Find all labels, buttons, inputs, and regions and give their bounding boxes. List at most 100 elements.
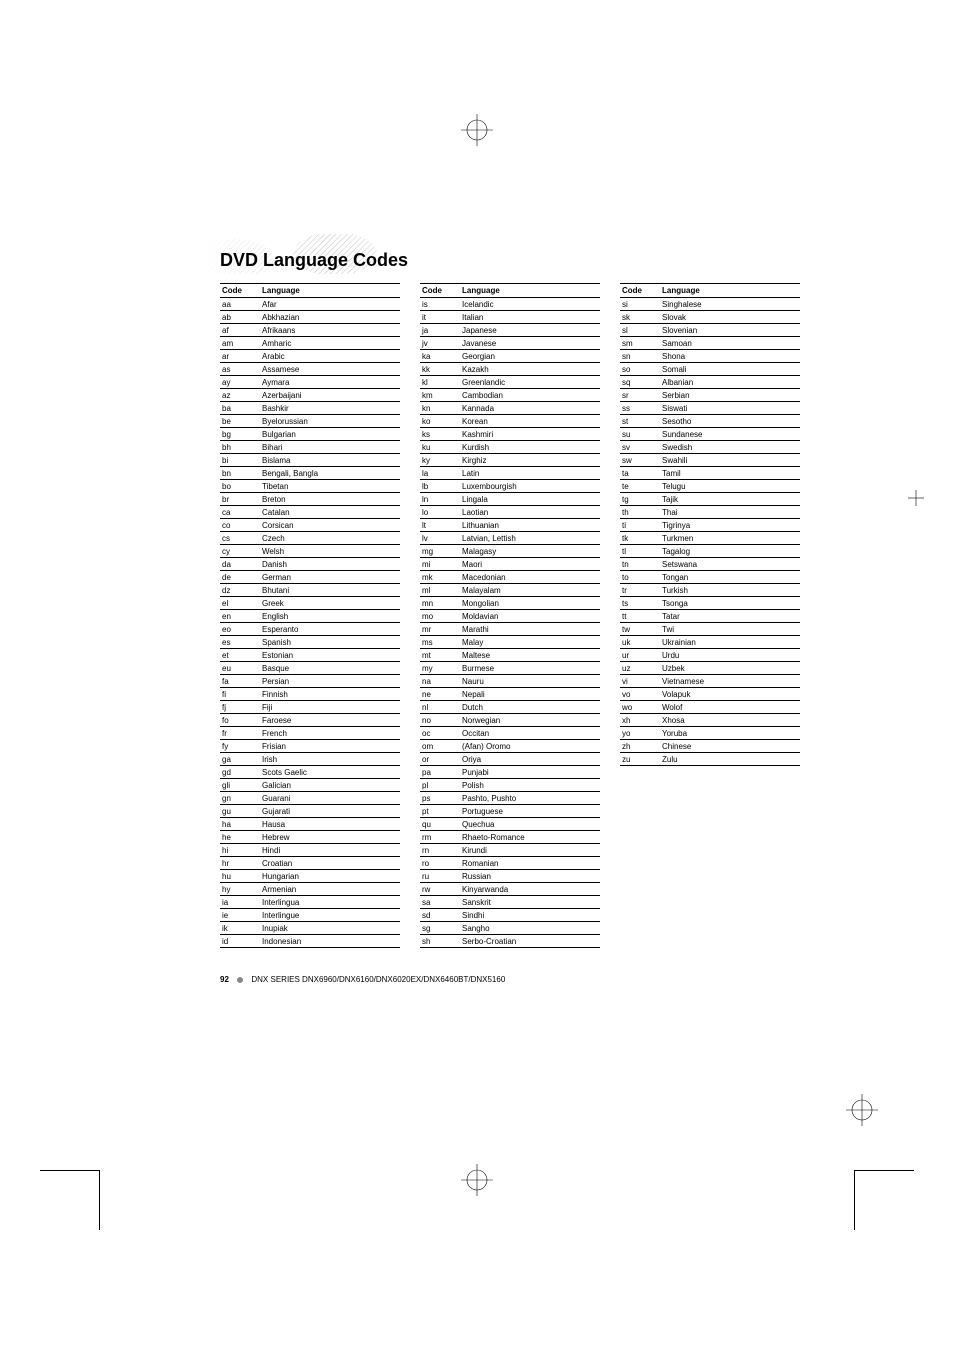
language-code: uk: [620, 636, 660, 649]
language-code: id: [220, 935, 260, 948]
language-name: Siswati: [660, 402, 800, 415]
language-code: ti: [620, 519, 660, 532]
language-name: French: [260, 727, 400, 740]
language-name: Kashmiri: [460, 428, 600, 441]
table-row: miMaori: [420, 558, 600, 571]
table-row: kuKurdish: [420, 441, 600, 454]
table-row: boTibetan: [220, 480, 400, 493]
table-row: guGujarati: [220, 805, 400, 818]
language-code: tl: [620, 545, 660, 558]
language-name: Scots Gaelic: [260, 766, 400, 779]
language-code: da: [220, 558, 260, 571]
language-name: Catalan: [260, 506, 400, 519]
language-name: Polish: [460, 779, 600, 792]
table-row: itItalian: [420, 311, 600, 324]
language-code: sl: [620, 324, 660, 337]
table-row: eoEsperanto: [220, 623, 400, 636]
language-code: it: [420, 311, 460, 324]
language-name: Tigrinya: [660, 519, 800, 532]
table-row: elGreek: [220, 597, 400, 610]
language-code: st: [620, 415, 660, 428]
title-container: DVD Language Codes: [220, 250, 800, 271]
table-row: ptPortuguese: [420, 805, 600, 818]
language-name: Aymara: [260, 376, 400, 389]
language-code: as: [220, 363, 260, 376]
language-code: br: [220, 493, 260, 506]
language-code: be: [220, 415, 260, 428]
language-name: Punjabi: [460, 766, 600, 779]
table-row: mnMongolian: [420, 597, 600, 610]
language-code: ja: [420, 324, 460, 337]
language-name: Albanian: [660, 376, 800, 389]
language-name: Sanskrit: [460, 896, 600, 909]
table-row: swSwahili: [620, 454, 800, 467]
language-name: Setswana: [660, 558, 800, 571]
table-row: heHebrew: [220, 831, 400, 844]
language-name: Bulgarian: [260, 428, 400, 441]
language-code: ta: [620, 467, 660, 480]
language-table-3: Code Language siSinghaleseskSlovakslSlov…: [620, 283, 800, 766]
language-code: mk: [420, 571, 460, 584]
language-code: mg: [420, 545, 460, 558]
language-code: tr: [620, 584, 660, 597]
language-name: Bislama: [260, 454, 400, 467]
language-name: Xhosa: [660, 714, 800, 727]
language-name: Basque: [260, 662, 400, 675]
table-row: biBislama: [220, 454, 400, 467]
language-code: sv: [620, 441, 660, 454]
table-row: foFaroese: [220, 714, 400, 727]
language-code: ia: [220, 896, 260, 909]
table-row: neNepali: [420, 688, 600, 701]
table-row: ruRussian: [420, 870, 600, 883]
table-row: abAbkhazian: [220, 311, 400, 324]
table-row: coCorsican: [220, 519, 400, 532]
language-code: af: [220, 324, 260, 337]
language-name: Sangho: [460, 922, 600, 935]
language-name: Pashto, Pushto: [460, 792, 600, 805]
language-code: ka: [420, 350, 460, 363]
language-code: hi: [220, 844, 260, 857]
language-code: th: [620, 506, 660, 519]
language-code: fa: [220, 675, 260, 688]
language-code: az: [220, 389, 260, 402]
language-name: Somali: [660, 363, 800, 376]
language-name: Sindhi: [460, 909, 600, 922]
language-name: Cambodian: [460, 389, 600, 402]
table-row: tgTajik: [620, 493, 800, 506]
table-row: rwKinyarwanda: [420, 883, 600, 896]
table-row: ksKashmiri: [420, 428, 600, 441]
language-code: pl: [420, 779, 460, 792]
table-row: tsTsonga: [620, 597, 800, 610]
table-row: mgMalagasy: [420, 545, 600, 558]
language-name: Portuguese: [460, 805, 600, 818]
page-footer: 92 DNX SERIES DNX6960/DNX6160/DNX6020EX/…: [220, 975, 505, 984]
language-name: Greek: [260, 597, 400, 610]
table-row: zuZulu: [620, 753, 800, 766]
table-row: sdSindhi: [420, 909, 600, 922]
language-name: Bengali, Bangla: [260, 467, 400, 480]
language-name: Nauru: [460, 675, 600, 688]
table-row: snShona: [620, 350, 800, 363]
language-name: Byelorussian: [260, 415, 400, 428]
language-code: et: [220, 649, 260, 662]
language-name: Italian: [460, 311, 600, 324]
table-row: etEstonian: [220, 649, 400, 662]
table-row: smSamoan: [620, 337, 800, 350]
language-code: lt: [420, 519, 460, 532]
language-name: Maltese: [460, 649, 600, 662]
language-name: Hebrew: [260, 831, 400, 844]
language-code: kk: [420, 363, 460, 376]
language-name: Gujarati: [260, 805, 400, 818]
language-code: tt: [620, 610, 660, 623]
language-code: sw: [620, 454, 660, 467]
language-code: ie: [220, 909, 260, 922]
table-row: kyKirghiz: [420, 454, 600, 467]
language-table-2: Code Language isIcelandicitItalianjaJapa…: [420, 283, 600, 948]
language-name: Moldavian: [460, 610, 600, 623]
language-name: Lingala: [460, 493, 600, 506]
language-name: Tongan: [660, 571, 800, 584]
language-name: Swahili: [660, 454, 800, 467]
table-row: soSomali: [620, 363, 800, 376]
language-name: Korean: [460, 415, 600, 428]
language-code: no: [420, 714, 460, 727]
